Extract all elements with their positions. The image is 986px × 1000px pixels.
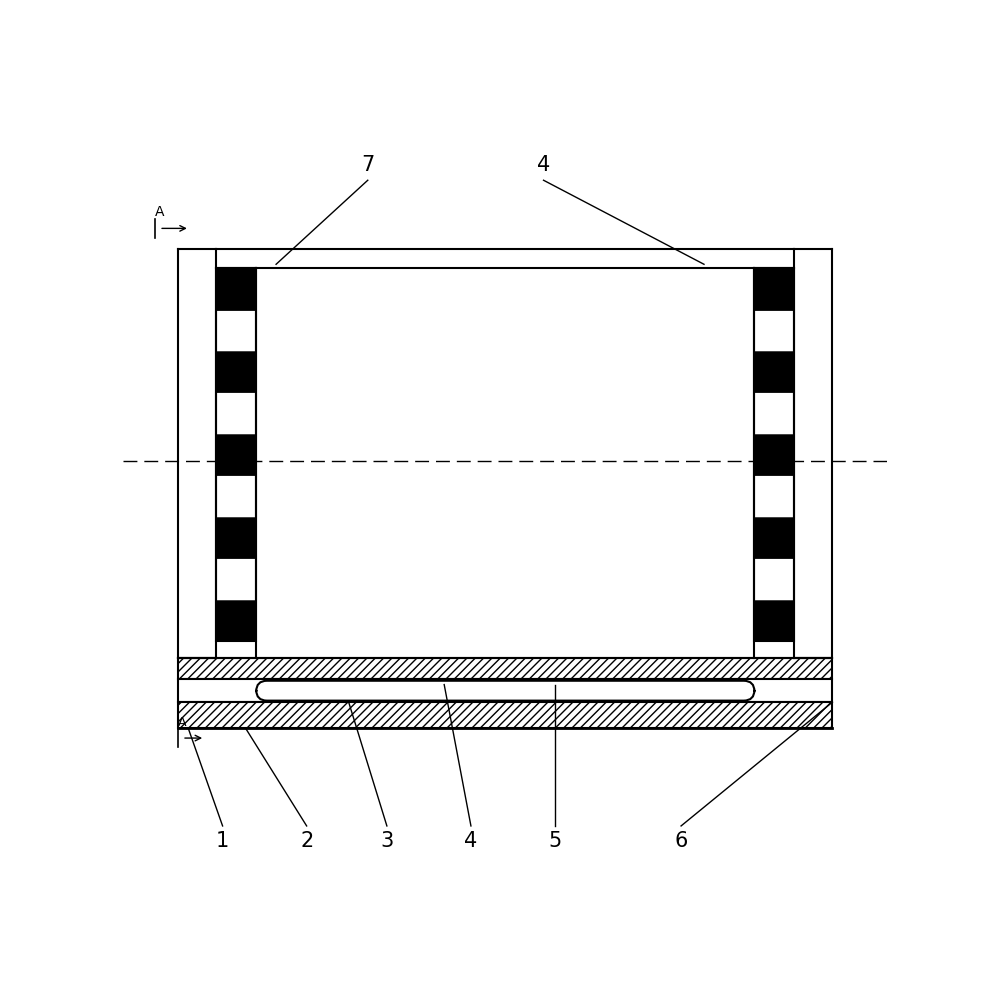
Bar	[178, 679, 832, 702]
Text: 4: 4	[537, 155, 550, 175]
Bar	[256, 268, 754, 658]
Text: 6: 6	[674, 831, 688, 851]
Bar	[217, 268, 256, 641]
Bar	[754, 517, 794, 558]
Bar	[217, 392, 256, 434]
Text: A: A	[155, 205, 164, 219]
Text: 7: 7	[361, 155, 375, 175]
Text: 2: 2	[300, 831, 314, 851]
Text: 1: 1	[216, 831, 229, 851]
Text: 4: 4	[464, 831, 477, 851]
Text: 3: 3	[381, 831, 393, 851]
Bar	[754, 268, 794, 310]
Bar	[217, 600, 256, 641]
Bar	[217, 268, 256, 310]
FancyBboxPatch shape	[256, 681, 754, 701]
Bar	[754, 392, 794, 434]
Bar	[217, 475, 256, 517]
Bar	[217, 310, 256, 351]
Bar	[754, 600, 794, 641]
Bar	[178, 658, 832, 679]
Bar	[217, 517, 256, 558]
Bar	[178, 702, 832, 728]
Bar	[754, 558, 794, 600]
Text: A: A	[177, 716, 186, 729]
Bar	[754, 310, 794, 351]
Bar	[754, 268, 794, 641]
Bar	[217, 351, 256, 392]
Text: 5: 5	[548, 831, 562, 851]
Bar	[754, 475, 794, 517]
Bar	[217, 558, 256, 600]
Bar	[217, 434, 256, 475]
Bar	[754, 351, 794, 392]
Bar	[754, 434, 794, 475]
